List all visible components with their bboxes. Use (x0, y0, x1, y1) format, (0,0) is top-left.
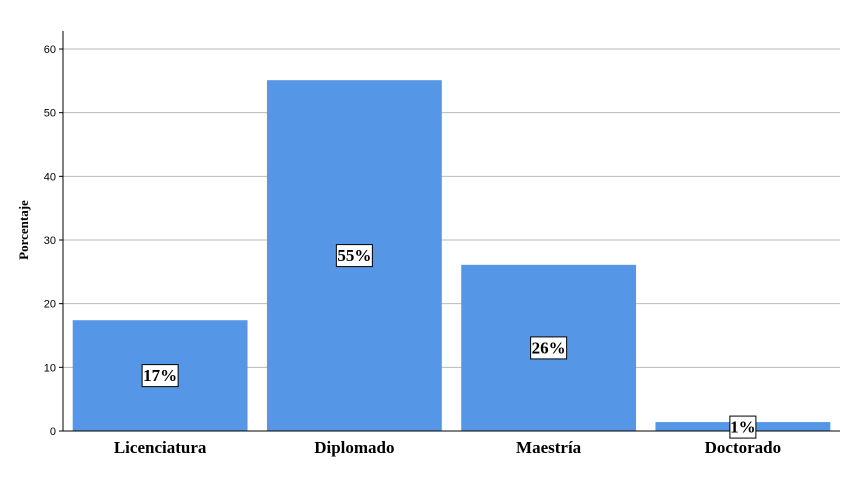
y-tick-label: 0 (50, 426, 56, 438)
data-label: 55% (337, 246, 371, 265)
y-tick-label: 40 (44, 171, 56, 183)
data-labels: 17% 55% 26% 1% (141, 244, 757, 439)
y-tick-label: 60 (44, 44, 56, 56)
x-category-label: Maestría (516, 438, 582, 457)
data-label-box (530, 336, 568, 360)
y-axis-ticks: 0 10 20 30 40 50 60 (44, 44, 63, 438)
y-tick-label: 20 (44, 299, 56, 311)
x-category-label: Doctorado (705, 438, 781, 457)
bars (72, 80, 831, 432)
data-label: 17% (143, 366, 177, 385)
x-category-label: Licenciatura (114, 438, 207, 457)
category-labels: Licenciatura Diplomado Maestría Doctorado (114, 438, 781, 457)
y-tick-label: 50 (44, 108, 56, 120)
y-tick-label: 10 (44, 362, 56, 374)
gridlines (63, 48, 840, 368)
data-label-box (141, 364, 179, 388)
x-category-label: Diplomado (314, 438, 394, 457)
data-label-box (729, 415, 757, 439)
y-tick-label: 30 (44, 235, 56, 247)
data-label: 26% (532, 338, 566, 357)
data-label-box (335, 244, 373, 268)
axes (62, 31, 840, 432)
data-label: 1% (730, 418, 756, 437)
y-axis-title: Porcentaje (16, 200, 31, 260)
